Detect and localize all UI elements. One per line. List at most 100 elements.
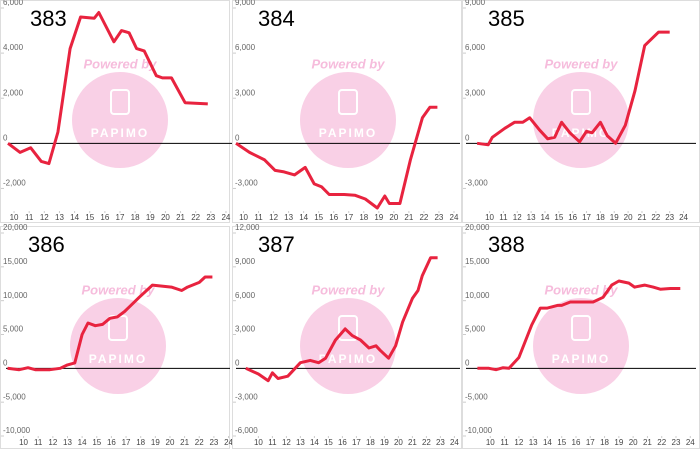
x-tick-label: 18 (596, 213, 605, 222)
x-tick-label: 17 (582, 213, 591, 222)
y-tick-label: -5,000 (465, 392, 488, 401)
x-tick-label: 12 (282, 438, 291, 447)
x-tick-label: 10 (486, 438, 495, 447)
x-tick-label: 24 (679, 213, 688, 222)
watermark-logo-text: PAPIMO (91, 126, 149, 140)
x-tick-label: 10 (10, 213, 19, 222)
x-tick-label: 24 (686, 438, 695, 447)
x-tick-label: 20 (166, 438, 175, 447)
data-line (477, 279, 681, 372)
y-tick-label: 0 (3, 358, 8, 367)
x-tick-label: 13 (284, 213, 293, 222)
chart-title: 384 (258, 6, 295, 31)
x-tick-label: 16 (329, 213, 338, 222)
x-tick-label: 24 (224, 438, 233, 447)
x-tick-label: 20 (394, 438, 403, 447)
chart-title: 388 (488, 232, 525, 257)
watermark-circle (70, 298, 166, 394)
y-tick-label: 15,000 (465, 257, 490, 266)
x-tick-label: 17 (344, 213, 353, 222)
x-tick-label: 13 (296, 438, 305, 447)
y-tick-label: 6,000 (235, 291, 256, 300)
y-tick-label: 6,000 (235, 43, 256, 52)
x-tick-label: 21 (404, 213, 413, 222)
x-tick-label: 20 (389, 213, 398, 222)
x-tick-label: 11 (254, 213, 263, 222)
watermark-logo (110, 89, 130, 115)
y-tick-label: 0 (465, 133, 470, 142)
panel-border (0, 0, 230, 223)
y-tick-label: 0 (3, 133, 8, 142)
y-tick-label: -5,000 (3, 392, 26, 401)
x-tick-label: 19 (151, 438, 160, 447)
data-line (476, 30, 670, 147)
x-tick-label: 12 (48, 438, 57, 447)
watermark-logo-text: PAPIMO (552, 352, 610, 366)
x-tick-label: 18 (136, 438, 145, 447)
y-tick-label: 9,000 (235, 0, 256, 7)
x-tick-label: 24 (221, 213, 230, 222)
y-tick-label: 6,000 (3, 0, 24, 7)
watermark-text: Powered by (312, 282, 386, 297)
x-tick-label: 15 (324, 438, 333, 447)
x-tick-label: 15 (557, 438, 566, 447)
x-tick-label: 11 (500, 438, 509, 447)
watermark-circle (533, 72, 629, 168)
x-tick-label: 14 (543, 438, 552, 447)
y-tick-label: 9,000 (465, 0, 486, 7)
x-tick-label: 14 (541, 213, 550, 222)
x-tick-label: 19 (146, 213, 155, 222)
y-tick-label: 6,000 (465, 43, 486, 52)
x-tick-label: 12 (269, 213, 278, 222)
y-tick-label: 12,000 (235, 223, 260, 232)
x-tick-label: 24 (450, 213, 459, 222)
watermark-circle (300, 298, 396, 394)
y-tick-label: 2,000 (3, 88, 24, 97)
x-tick-label: 17 (586, 438, 595, 447)
x-tick-label: 23 (206, 213, 215, 222)
x-tick-label: 15 (85, 213, 94, 222)
x-tick-label: 20 (161, 213, 170, 222)
x-tick-label: 16 (572, 438, 581, 447)
x-tick-label: 20 (629, 438, 638, 447)
x-tick-label: 18 (359, 213, 368, 222)
x-tick-label: 23 (209, 438, 218, 447)
watermark-logo-text: PAPIMO (89, 352, 147, 366)
watermark-circle (72, 72, 168, 168)
x-tick-label: 22 (195, 438, 204, 447)
x-tick-label: 12 (40, 213, 49, 222)
watermark-logo-text: PAPIMO (319, 352, 377, 366)
watermark-text: Powered by (545, 56, 619, 71)
x-tick-label: 15 (314, 213, 323, 222)
x-tick-label: 16 (568, 213, 577, 222)
watermark-circle (533, 298, 629, 394)
data-line (7, 11, 208, 166)
x-tick-label: 15 (554, 213, 563, 222)
y-tick-label: 20,000 (465, 223, 490, 232)
x-tick-label: 22 (422, 438, 431, 447)
data-line (245, 256, 438, 383)
x-tick-label: 22 (657, 438, 666, 447)
x-tick-label: 11 (34, 438, 43, 447)
x-tick-label: 18 (600, 438, 609, 447)
x-tick-label: 23 (434, 213, 443, 222)
y-tick-label: 3,000 (235, 88, 256, 97)
x-tick-label: 21 (638, 213, 647, 222)
y-tick-label: 3,000 (235, 325, 256, 334)
y-tick-label: 9,000 (235, 257, 256, 266)
watermark-logo-text: PAPIMO (319, 126, 377, 140)
x-tick-label: 19 (614, 438, 623, 447)
x-tick-label: 17 (352, 438, 361, 447)
x-tick-label: 13 (55, 213, 64, 222)
x-tick-label: 16 (107, 438, 116, 447)
x-tick-label: 11 (499, 213, 508, 222)
y-tick-label: -3,000 (235, 179, 258, 188)
x-tick-label: 22 (651, 213, 660, 222)
x-tick-label: 19 (374, 213, 383, 222)
watermark-text: Powered by (84, 56, 158, 71)
y-tick-label: 5,000 (3, 325, 24, 334)
y-tick-label: -6,000 (235, 426, 258, 435)
x-tick-label: 10 (19, 438, 28, 447)
chart-title: 385 (488, 6, 525, 31)
